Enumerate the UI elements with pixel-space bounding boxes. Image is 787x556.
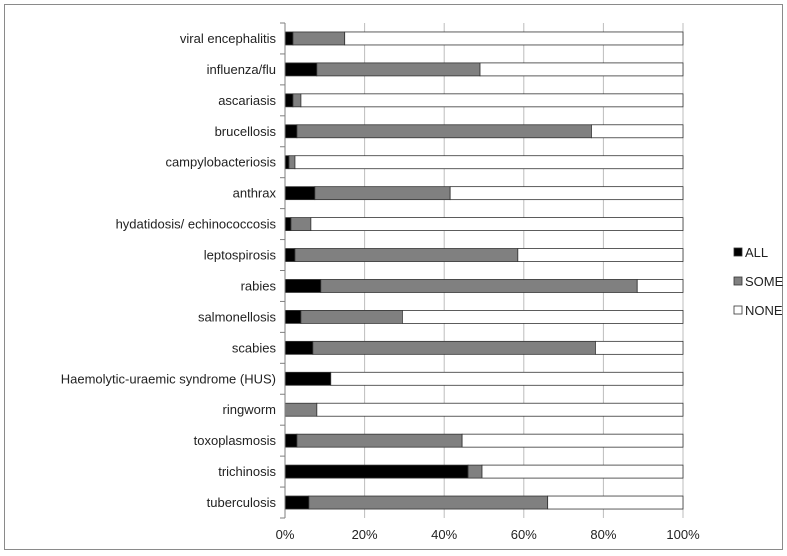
x-tick-label: 100% — [666, 527, 700, 542]
bar-segment-some — [300, 310, 403, 324]
category-label: trichinosis — [218, 464, 276, 479]
bar-segment-all — [284, 93, 294, 108]
category-label: tuberculosis — [207, 495, 277, 510]
bar-segment-some — [296, 124, 592, 139]
bar-segment-some — [316, 62, 481, 77]
bar-segment-none — [310, 217, 684, 231]
bar-segment-some — [467, 464, 483, 479]
category-label: viral encephalitis — [180, 31, 277, 46]
bar-segment-all — [284, 340, 314, 355]
bar-segment-none — [316, 402, 684, 417]
category-label: leptospirosis — [204, 248, 277, 263]
category-label: ringworm — [223, 402, 276, 417]
bar-segment-none — [636, 279, 684, 293]
legend-label-some: SOME — [745, 274, 784, 289]
bar-segment-none — [330, 371, 684, 386]
category-label: anthrax — [233, 186, 277, 201]
bar-segment-none — [449, 186, 684, 201]
bar-segment-all — [284, 464, 469, 479]
chart-frame: viral encephalitis influenza/flu ascariasi… — [4, 4, 784, 550]
bar-segment-all — [284, 124, 298, 139]
bar-segment-all — [284, 155, 290, 170]
x-tick-label: 0% — [276, 527, 295, 542]
bar-segment-none — [402, 310, 684, 324]
category-labels: viral encephalitis influenza/flu ascariasi… — [61, 31, 277, 510]
stacked-bar-chart: viral encephalitis influenza/flu ascariasi… — [61, 22, 784, 542]
bar-segment-none — [481, 464, 684, 479]
bar-segment-none — [479, 62, 684, 77]
bar-segment-all — [284, 495, 310, 510]
category-label: salmonellosis — [198, 309, 277, 324]
x-tick-label: 60% — [511, 527, 537, 542]
bar-segment-all — [284, 62, 318, 77]
category-label: Haemolytic-uraemic syndrome (HUS) — [61, 371, 276, 386]
bar-segment-some — [292, 93, 302, 108]
x-tick-labels: 0% 20% 40% 60% 80% 100% — [276, 527, 700, 542]
bar-segment-some — [284, 402, 318, 417]
bar-segment-some — [294, 248, 519, 262]
bar-segment-all — [284, 186, 316, 201]
x-tick-label: 80% — [590, 527, 616, 542]
bar-segment-some — [320, 279, 638, 293]
bar-segment-none — [461, 433, 684, 448]
bar-segment-none — [294, 155, 684, 170]
bar-segment-some — [312, 340, 596, 355]
bar-segment-some — [314, 186, 451, 201]
bar-segment-some — [288, 155, 296, 170]
bar-segment-all — [284, 248, 296, 262]
bar-segment-all — [284, 31, 294, 46]
bar-segment-some — [296, 433, 463, 448]
bar-segment-all — [284, 217, 292, 231]
bars — [284, 31, 684, 510]
legend-swatch-none — [733, 305, 743, 315]
bar-segment-none — [591, 124, 684, 139]
bar-segment-some — [308, 495, 549, 510]
category-label: brucellosis — [215, 124, 277, 139]
bar-segment-some — [292, 31, 346, 46]
legend-swatch-some — [733, 276, 743, 286]
x-tick-label: 20% — [352, 527, 378, 542]
bar-segment-all — [284, 371, 332, 386]
category-label: toxoplasmosis — [194, 433, 277, 448]
legend-label-all: ALL — [745, 245, 768, 260]
bar-segment-all — [284, 310, 302, 324]
category-label: scabies — [232, 340, 277, 355]
legend-label-none: NONE — [745, 303, 783, 318]
legend: ALL SOME NONE — [733, 245, 784, 318]
bar-segment-none — [517, 248, 684, 262]
bar-segment-none — [300, 93, 684, 108]
category-label: hydatidosis/ echinococcosis — [116, 217, 277, 232]
bar-segment-none — [595, 340, 684, 355]
category-label: campylobacteriosis — [165, 155, 276, 170]
category-label: rabies — [241, 278, 277, 293]
bar-segment-none — [547, 495, 684, 510]
category-label: ascariasis — [218, 93, 276, 108]
bar-segment-all — [284, 433, 298, 448]
legend-swatch-all — [733, 247, 743, 257]
category-label: influenza/flu — [207, 62, 276, 77]
bar-segment-all — [284, 279, 322, 293]
x-tick-label: 40% — [431, 527, 457, 542]
axes — [280, 22, 286, 519]
bar-segment-none — [344, 31, 684, 46]
bar-segment-some — [290, 217, 312, 231]
